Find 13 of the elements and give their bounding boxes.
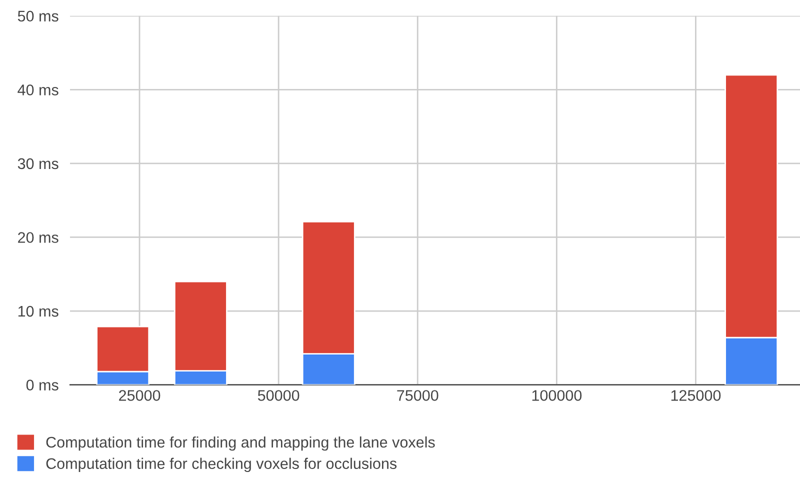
legend-label: Computation time for finding and mapping the lane voxels xyxy=(46,436,435,451)
y-tick-label: 50 ms xyxy=(18,10,58,22)
y-tick-label: 10 ms xyxy=(18,306,58,317)
x-tick-label: 25000 xyxy=(119,390,160,401)
y-tick-label: 40 ms xyxy=(18,84,58,96)
x-tick-label: 50000 xyxy=(258,390,300,401)
y-tick-label: 0 ms xyxy=(26,380,58,390)
y-tick-label: 20 ms xyxy=(18,232,58,243)
x-tick-label: 100000 xyxy=(532,390,582,401)
y-tick-label: 30 ms xyxy=(18,158,58,170)
x-tick-label: 125000 xyxy=(671,390,721,401)
legend-label: Computation time for checking voxels for occlusions xyxy=(46,458,397,472)
x-tick-label: 75000 xyxy=(397,390,438,401)
